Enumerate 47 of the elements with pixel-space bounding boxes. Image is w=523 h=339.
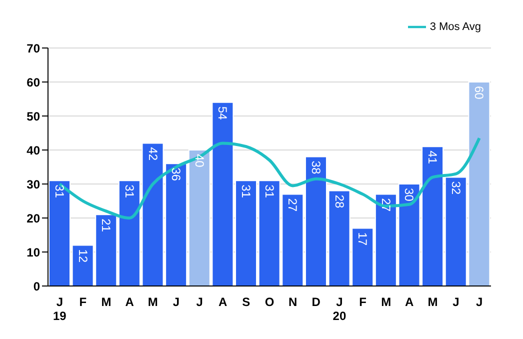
x-tick-label: J [196,295,203,309]
y-tick-label: 40 [26,143,40,158]
x-tick-label: F [359,295,366,309]
x-tick-label: M [428,295,438,309]
y-tick-label: 0 [33,279,40,294]
y-tick-label: 70 [26,41,40,56]
data-label: 27 [286,198,300,212]
data-label: 40 [192,154,206,168]
x-tick-label: A [405,295,414,309]
x-tick-label: N [288,295,298,309]
data-label: 31 [262,184,276,198]
data-label: 28 [332,194,346,208]
x-tick-label: A [218,295,228,309]
data-label: 32 [448,181,463,195]
x-tick-label: D [312,295,321,309]
data-label: 21 [99,218,114,232]
data-label: 41 [426,150,440,164]
data-label: 38 [308,160,323,174]
x-tick-label: J 19 [52,295,67,323]
y-tick-label: 50 [26,109,40,124]
data-label: 42 [146,147,160,161]
x-tick-label: J [172,295,180,309]
data-label: 31 [52,184,66,198]
x-tick-label: J [452,295,460,309]
data-label: 12 [76,249,90,263]
legend-label: 3 Mos Avg [430,20,481,33]
y-tick-label: 60 [26,75,40,90]
y-tick-label: 30 [26,177,40,192]
x-tick-label: O [264,295,274,309]
data-label: 27 [378,198,393,212]
data-label: 31 [122,184,136,198]
x-tick-label: S [242,295,250,309]
x-tick-label: F [79,295,87,309]
x-tick-label: M [381,295,392,309]
data-label: 30 [402,188,416,202]
data-label: 31 [239,184,254,198]
data-label: 54 [216,106,230,120]
x-tick-label: A [125,295,134,309]
data-label: 36 [169,168,184,182]
y-tick-label: 20 [26,211,40,226]
x-tick-label: J [476,295,483,309]
data-label: 17 [356,232,370,246]
data-label: 60 [472,86,486,100]
y-tick-label: 10 [26,245,40,260]
x-tick-label: M [101,295,112,309]
x-tick-label: J 20 [332,295,346,323]
x-tick-label: M [148,295,158,309]
